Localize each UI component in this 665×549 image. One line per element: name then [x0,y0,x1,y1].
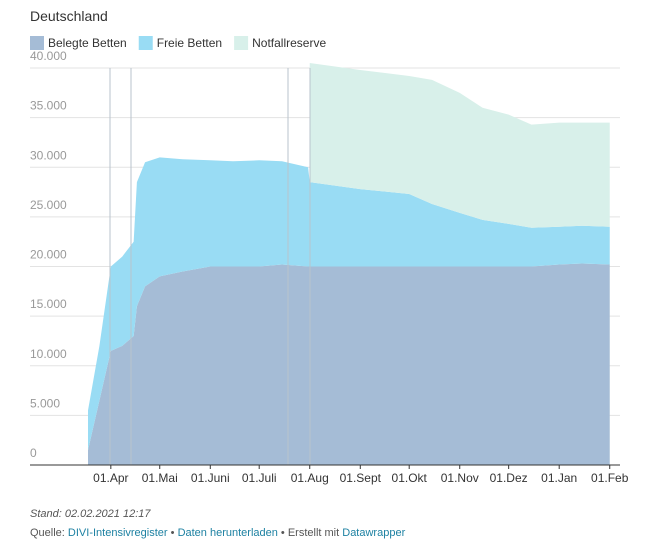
legend-label: Freie Betten [157,36,222,50]
y-tick-label: 30.000 [30,148,67,162]
x-tick-label: 01.Juli [242,471,277,485]
chart: Deutschland 0 5.000 10.000 15.000 20.000 25.0… [30,8,629,485]
legend-swatch [138,36,153,50]
source-label: Quelle: [30,527,65,539]
x-tick-label: 01.Mai [142,471,178,485]
x-tick-label: 01.Sept [340,471,382,485]
tool-link[interactable]: Datawrapper [342,527,406,539]
separator: • [170,527,175,539]
legend-swatch [30,36,44,50]
download-link[interactable]: Daten herunterladen [177,527,278,539]
y-tick-label: 35.000 [30,99,67,113]
area [88,157,610,451]
source-link[interactable]: DIVI-Intensivregister [67,527,168,539]
x-tick-label: 01.Aug [291,471,329,485]
source-line: Quelle: DIVI-Intensivregister • Daten he… [30,527,405,539]
legend-label: Belegte Betten [48,36,127,50]
y-tick-label: 5.000 [30,396,60,410]
chart-title: Deutschland [30,8,108,24]
y-tick-label: 20.000 [30,248,67,262]
y-tick-label: 0 [30,446,37,460]
legend-label: Notfallreserve [252,36,326,50]
x-tick-label: 01.Juni [191,471,230,485]
area [88,263,610,465]
area [309,63,610,228]
x-tick-label: 01.Okt [392,471,428,485]
y-tick-label: 40.000 [30,49,67,63]
y-tick-label: 15.000 [30,297,67,311]
separator: • [280,527,285,539]
y-tick-label: 10.000 [30,347,67,361]
legend-swatch [234,36,249,50]
x-tick-label: 01.Dez [490,471,528,485]
x-tick-label: 01.Jan [541,471,577,485]
credit: Erstellt mit [287,527,340,539]
stand: Stand: 02.02.2021 12:17 [30,508,151,520]
x-tick-label: 01.Apr [93,471,128,485]
x-tick-label: 01.Nov [441,471,479,485]
x-tick-label: 01.Feb [591,471,629,485]
y-tick-label: 25.000 [30,198,67,212]
